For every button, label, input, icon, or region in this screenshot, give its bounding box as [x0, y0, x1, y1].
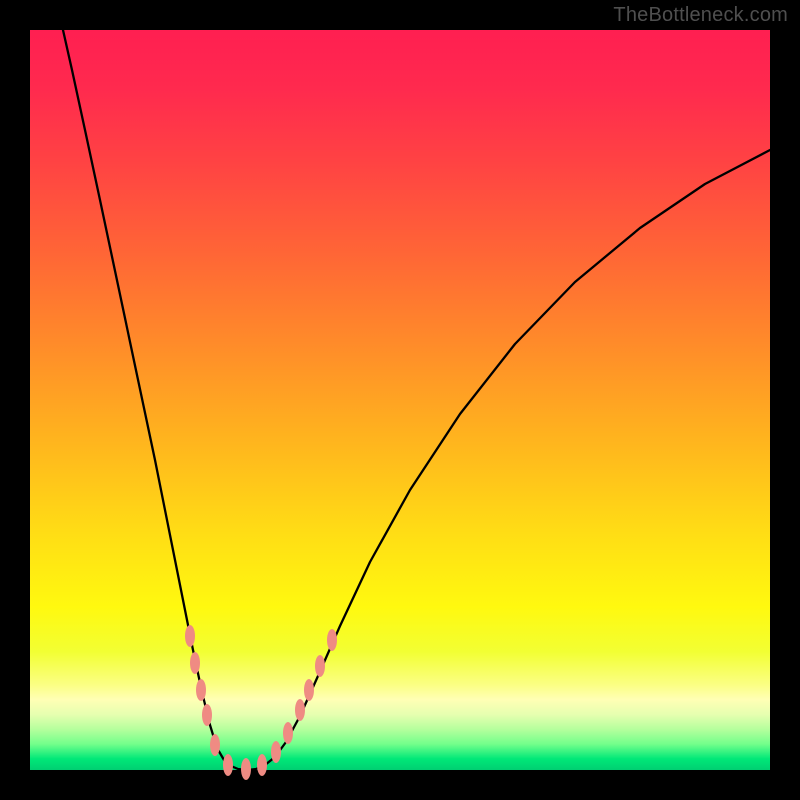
curve-marker [283, 722, 293, 744]
curve-marker [327, 629, 337, 651]
curve-marker [295, 699, 305, 721]
watermark-text: TheBottleneck.com [613, 4, 788, 27]
curve-marker [304, 679, 314, 701]
bottleneck-chart [0, 0, 800, 800]
curve-marker [241, 758, 251, 780]
curve-marker [202, 704, 212, 726]
curve-marker [190, 652, 200, 674]
curve-marker [271, 741, 281, 763]
curve-marker [315, 655, 325, 677]
plot-background [30, 30, 770, 770]
curve-marker [196, 679, 206, 701]
curve-marker [223, 754, 233, 776]
curve-marker [257, 754, 267, 776]
curve-marker [210, 734, 220, 756]
curve-marker [185, 625, 195, 647]
chart-stage: TheBottleneck.com [0, 0, 800, 800]
